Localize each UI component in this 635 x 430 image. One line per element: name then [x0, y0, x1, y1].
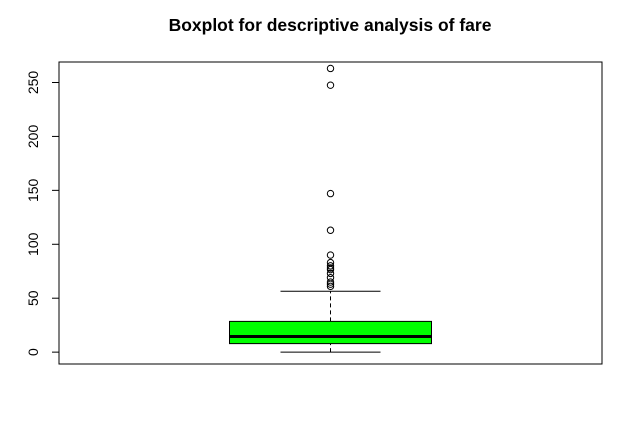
- y-axis: 0 50 100 150 200 250: [25, 71, 60, 356]
- outlier-point: [326, 251, 335, 259]
- y-tick-label: 0: [25, 348, 41, 356]
- y-tick-label: 200: [25, 125, 41, 149]
- y-tick-label: 100: [25, 232, 41, 256]
- y-tick-label: 250: [25, 71, 41, 95]
- outlier-point: [326, 269, 335, 278]
- outlier-point: [326, 64, 335, 73]
- outlier-point: [326, 265, 335, 274]
- outlier-point: [326, 226, 335, 234]
- outlier-point: [326, 278, 335, 286]
- outlier-point: [326, 189, 335, 198]
- outlier-group: [326, 64, 335, 291]
- outlier-point: [326, 258, 335, 267]
- outlier-point: [326, 262, 335, 270]
- interquartile-box: [229, 320, 432, 345]
- outlier-point: [326, 81, 335, 89]
- y-tick-label: 50: [25, 290, 41, 306]
- chart-title: Boxplot for descriptive analysis of fare: [169, 15, 492, 35]
- outlier-point: [326, 282, 335, 291]
- box-group: [229, 290, 432, 353]
- y-tick-label: 150: [25, 178, 41, 202]
- outlier-point: [326, 280, 335, 288]
